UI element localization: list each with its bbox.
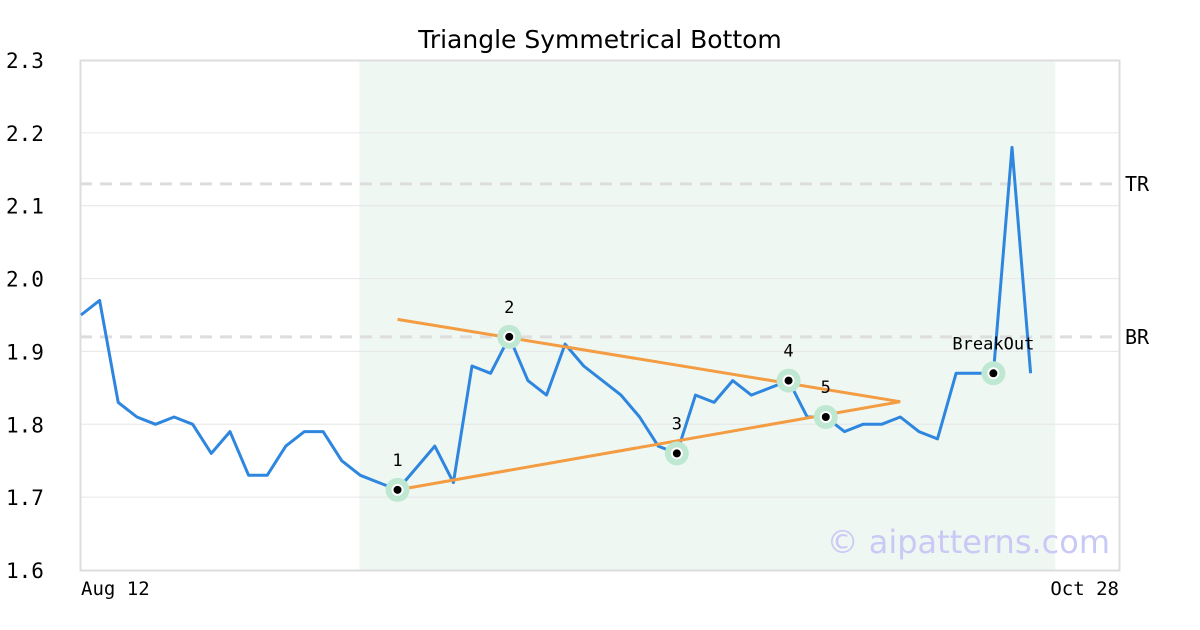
chart-title: Triangle Symmetrical Bottom — [417, 25, 782, 54]
y-tick-label: 1.7 — [6, 486, 44, 510]
pattern-points: 1 2 3 4 5 BreakOut — [385, 298, 1034, 502]
pattern-point-label: 5 — [821, 378, 831, 398]
y-tick-label: 2.0 — [6, 268, 44, 292]
pattern-point-label: 4 — [783, 342, 793, 362]
y-tick-label: 1.8 — [6, 413, 44, 437]
series — [80, 145, 1033, 492]
price-line — [80, 145, 1033, 492]
y-axis: 1.6 1.7 1.8 1.9 2.0 2.1 2.2 2.3 — [6, 49, 44, 583]
x-tick-label-end: Oct 28 — [1050, 578, 1119, 600]
pattern-point-label: 1 — [392, 451, 402, 471]
y-tick-label: 1.9 — [6, 340, 44, 364]
pattern-region — [359, 60, 1056, 570]
pattern-point-marker — [672, 449, 681, 458]
pattern-point-marker — [393, 485, 402, 494]
pattern-point-label: 2 — [504, 298, 514, 318]
pattern-point-marker — [784, 376, 793, 385]
y-tick-label: 2.3 — [6, 49, 44, 73]
pattern-point-label: BreakOut — [952, 334, 1034, 354]
levels: TR BR — [80, 172, 1150, 349]
pattern-point-marker — [821, 413, 830, 421]
y-tick-label: 1.6 — [6, 559, 44, 583]
pattern-point-marker — [505, 332, 514, 341]
level-label: BR — [1125, 325, 1150, 349]
trendline — [397, 317, 901, 404]
x-axis: Aug 12 Oct 28 — [81, 578, 1119, 600]
pattern-region-shade — [359, 60, 1056, 570]
plot-frame — [79, 59, 1121, 572]
level-label: TR — [1125, 172, 1150, 196]
pattern-point-marker — [989, 369, 998, 378]
y-tick-label: 2.2 — [6, 122, 44, 146]
pattern-point-label: 3 — [672, 414, 682, 434]
watermark: © aipatterns.com — [827, 523, 1110, 561]
y-tick-label: 2.1 — [6, 195, 44, 219]
x-tick-label-start: Aug 12 — [81, 578, 150, 600]
